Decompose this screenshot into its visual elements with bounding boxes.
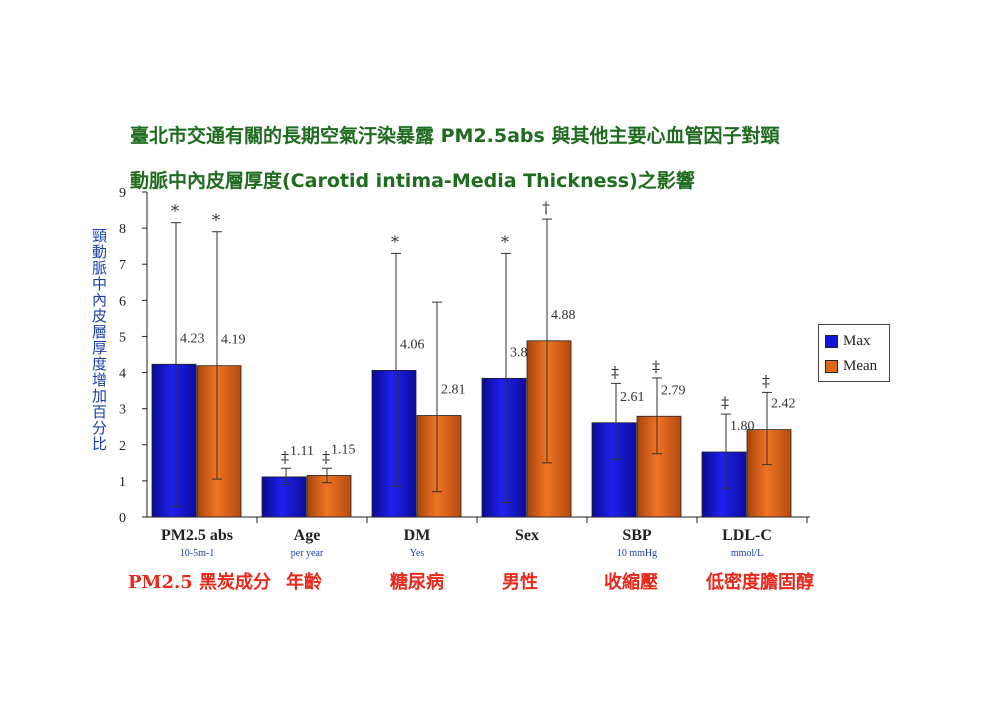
y-tick-label: 8	[119, 222, 126, 237]
y-tick-label: 7	[119, 258, 126, 273]
x-category-unit: 10 mmHg	[617, 548, 657, 559]
zh-category-label: 年齡	[286, 572, 322, 593]
chart-title-line2: 動脈中內皮層厚度(Carotid intima-Media Thickness)…	[130, 170, 695, 192]
data-label: 1.15	[331, 442, 356, 457]
y-tick-label: 4	[119, 367, 126, 382]
y-tick-label: 3	[119, 403, 126, 418]
data-label: 2.61	[620, 390, 645, 405]
legend: Max Mean	[818, 324, 890, 382]
significance-marker: ‡	[652, 357, 660, 376]
data-label: 2.81	[441, 383, 466, 398]
bar-max	[701, 451, 747, 518]
significance-marker: *	[171, 202, 179, 221]
x-category-label: PM2.5 abs	[161, 527, 233, 544]
y-tick-label: 5	[119, 330, 126, 345]
y-tick-label: 9	[119, 186, 126, 201]
significance-marker: †	[542, 198, 550, 217]
y-axis-label: 頸動脈中內皮層厚度增加百分比	[90, 228, 108, 452]
significance-marker: ‡	[721, 393, 729, 412]
bar-mean	[306, 475, 352, 518]
x-category-label: SBP	[622, 527, 652, 544]
bar-mean	[526, 340, 572, 518]
x-category-label: DM	[404, 527, 431, 544]
zh-category-label: 男性	[502, 572, 538, 593]
bar-max	[371, 369, 417, 518]
significance-marker: ‡	[611, 362, 619, 381]
x-category-unit: mmol/L	[731, 548, 763, 559]
zh-category-label: 收縮壓	[604, 572, 658, 593]
bar-mean	[636, 415, 682, 518]
significance-marker: *	[212, 211, 220, 230]
x-category-label: Sex	[515, 527, 539, 544]
legend-item-mean: Mean	[825, 357, 877, 375]
data-label: 4.88	[551, 308, 576, 323]
x-category-unit: Yes	[410, 548, 425, 559]
x-category-unit: 10-5m-1	[180, 548, 214, 559]
legend-label-mean: Mean	[843, 357, 878, 374]
data-label: 4.19	[221, 333, 246, 348]
significance-marker: ‡	[762, 371, 770, 390]
x-category-unit: per year	[291, 548, 324, 559]
significance-marker: ‡	[281, 447, 289, 466]
bar-mean	[416, 415, 462, 518]
data-label: 1.11	[290, 444, 314, 459]
legend-item-max: Max	[825, 332, 871, 350]
zh-category-label: PM2.5 黑炭成分	[128, 572, 272, 593]
y-tick-label: 1	[119, 475, 126, 490]
x-category-label: Age	[294, 527, 321, 544]
y-tick-label: 6	[119, 294, 126, 309]
significance-marker: *	[501, 232, 509, 251]
chart-title-line1: 臺北市交通有關的長期空氣汙染暴露 PM2.5abs 與其他主要心血管因子對頸	[130, 125, 780, 147]
data-label: 4.23	[180, 331, 205, 346]
significance-marker: ‡	[322, 447, 330, 466]
data-label: 2.79	[661, 383, 686, 398]
data-label: 4.06	[400, 337, 425, 352]
y-tick-label: 0	[119, 511, 126, 526]
significance-marker: *	[391, 232, 399, 251]
legend-label-max: Max	[843, 332, 871, 349]
bar-mean	[196, 365, 242, 518]
x-category-label: LDL-C	[722, 527, 772, 544]
bar-max	[151, 363, 197, 518]
bar-max	[261, 476, 307, 518]
bar-mean	[746, 429, 792, 518]
zh-category-label: 糖尿病	[390, 572, 444, 593]
y-tick-label: 2	[119, 439, 126, 454]
zh-category-label: 低密度膽固醇	[706, 572, 814, 593]
legend-swatch-max	[825, 334, 838, 348]
bar-max	[481, 377, 527, 518]
legend-swatch-mean	[825, 359, 838, 373]
data-label: 2.42	[771, 397, 796, 412]
bar-max	[591, 422, 637, 518]
